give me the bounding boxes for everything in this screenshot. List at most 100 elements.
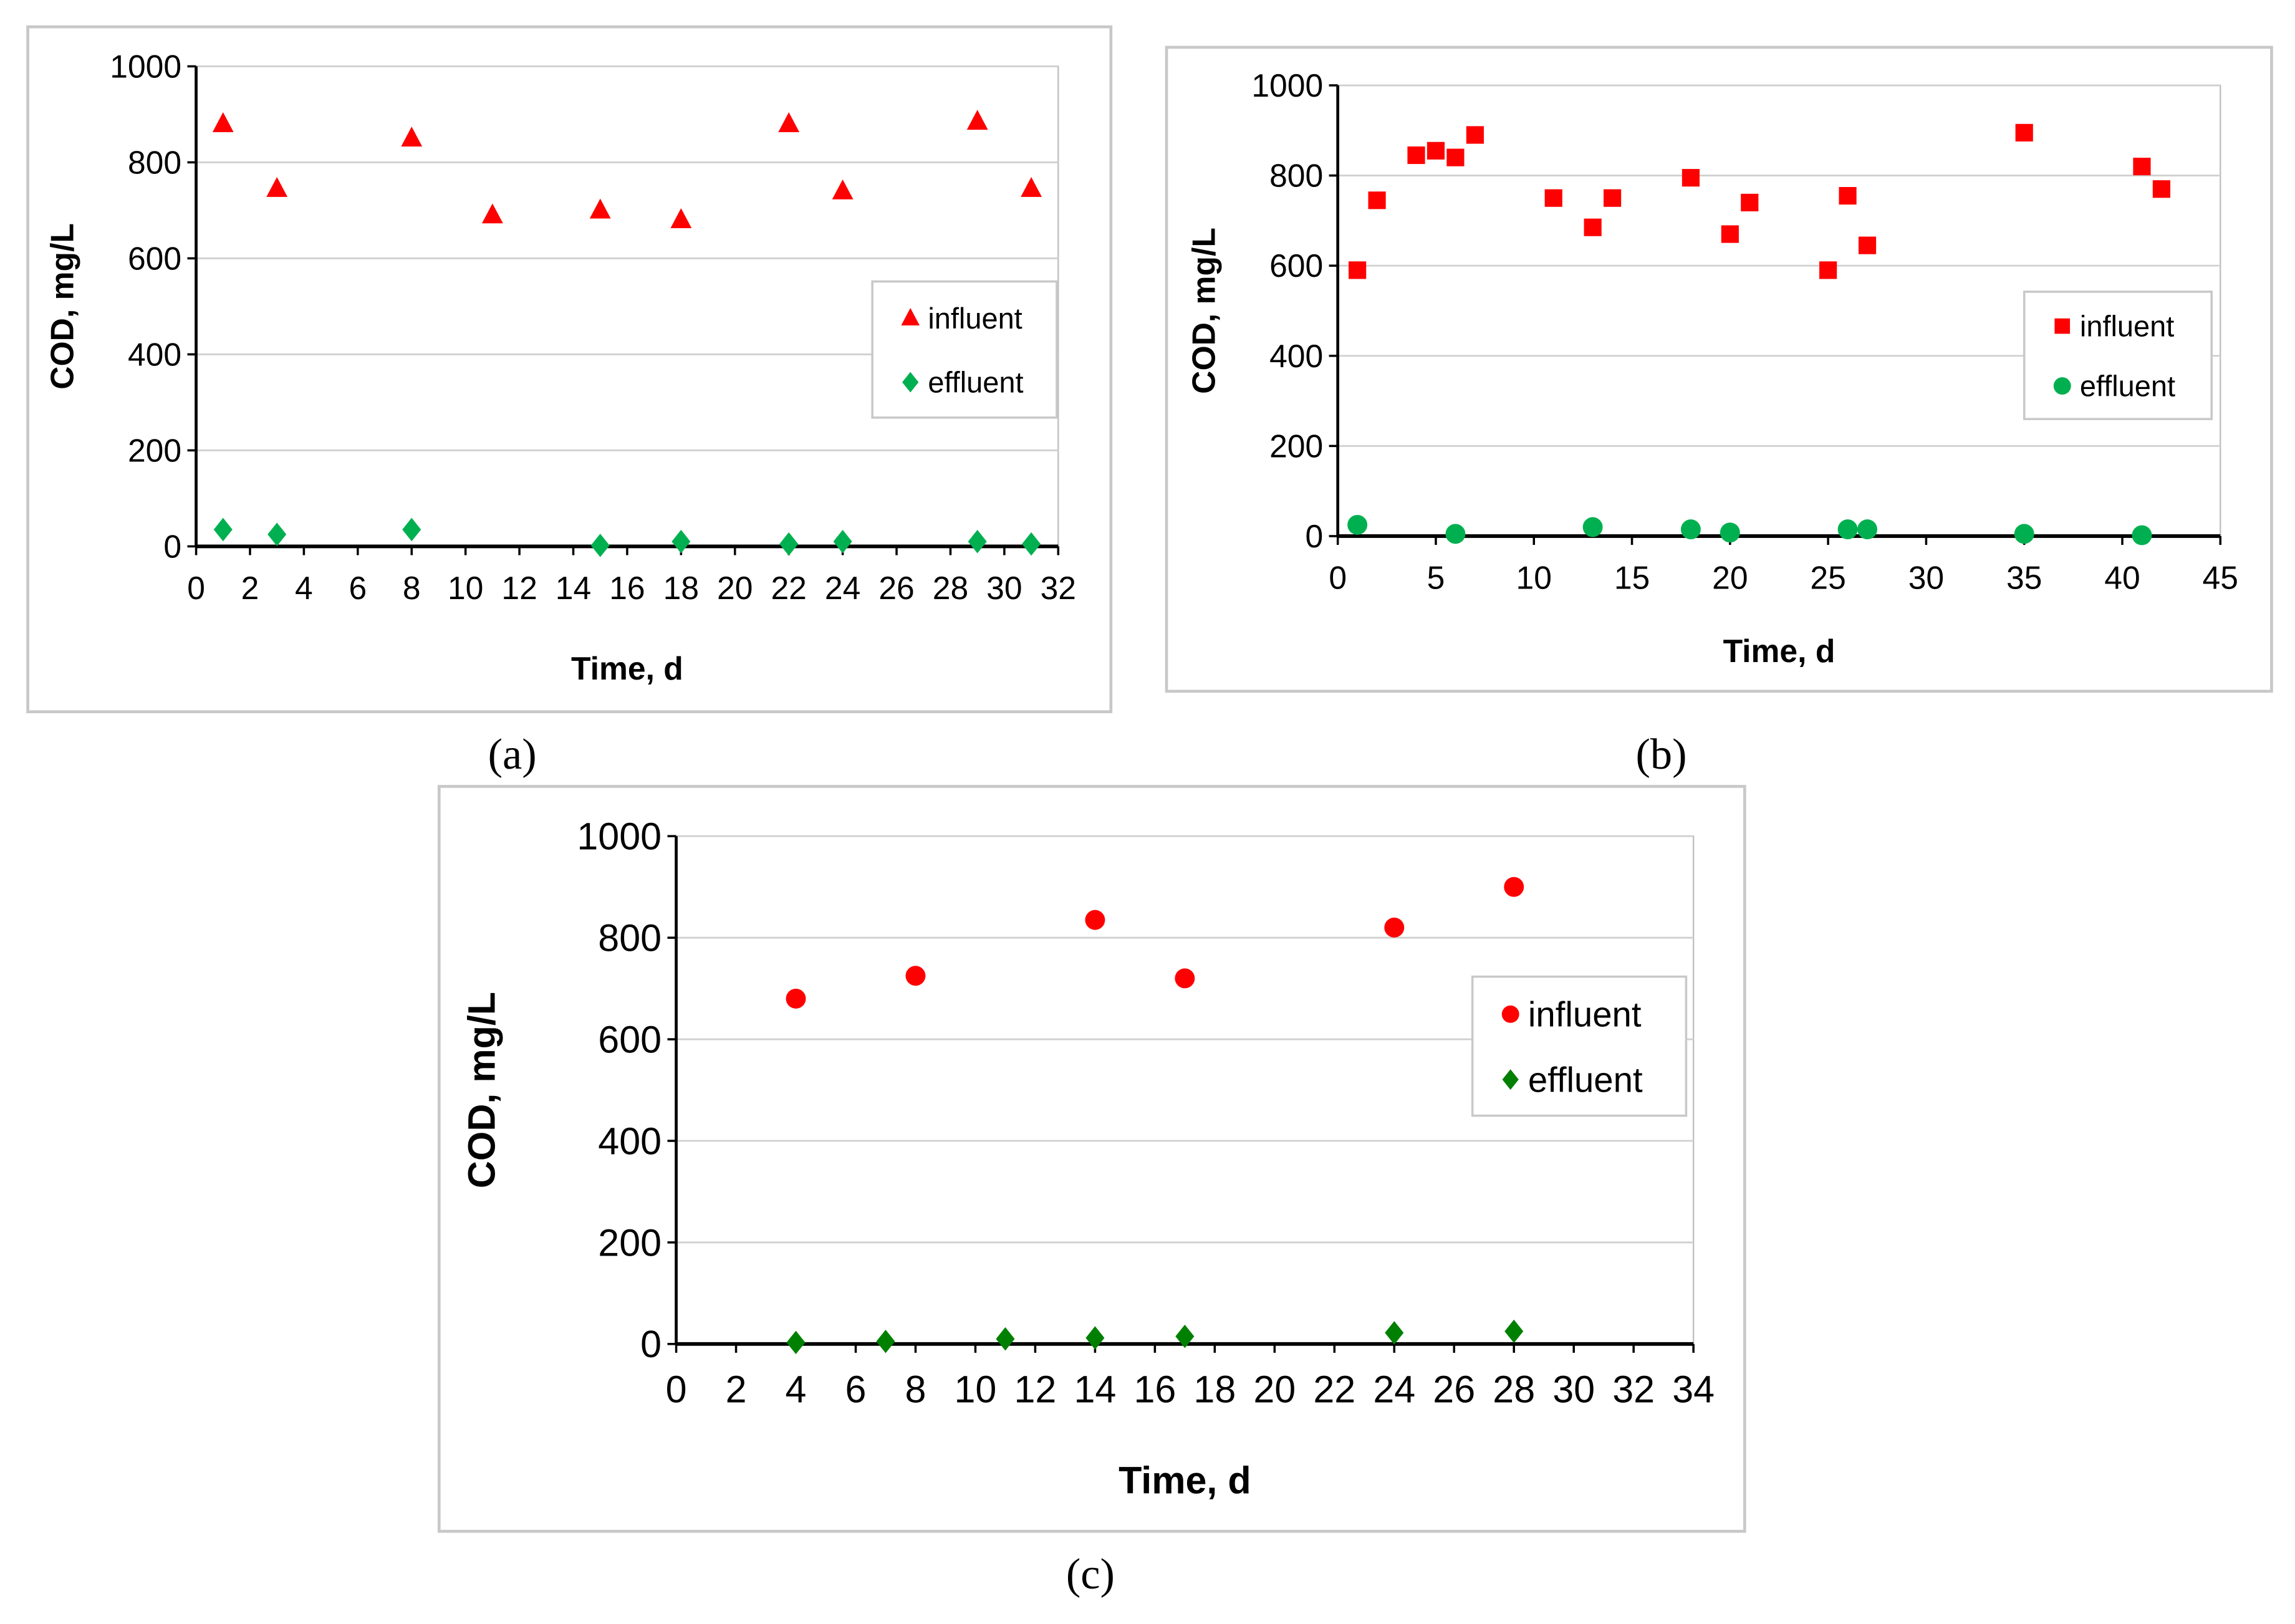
y-tick-label: 600 bbox=[128, 240, 181, 276]
y-tick-label: 0 bbox=[163, 528, 181, 564]
x-tick-label: 30 bbox=[1552, 1368, 1595, 1411]
data-point bbox=[1407, 146, 1425, 165]
data-point bbox=[2152, 180, 2170, 198]
legend: influent effluent bbox=[871, 280, 1058, 419]
data-point bbox=[1349, 261, 1367, 279]
data-point bbox=[1839, 186, 1857, 205]
x-tick-label: 32 bbox=[1041, 570, 1076, 606]
x-tick-label: 35 bbox=[2006, 559, 2042, 595]
series-influent bbox=[786, 877, 1524, 1009]
data-point bbox=[1347, 514, 1368, 535]
data-point bbox=[1446, 148, 1465, 166]
x-tick-label: 6 bbox=[349, 570, 367, 606]
legend: influent effluent bbox=[1471, 975, 1688, 1117]
panel-label: (a) bbox=[488, 730, 537, 779]
x-tick-label: 12 bbox=[501, 570, 537, 606]
x-tick-label: 8 bbox=[905, 1368, 926, 1411]
x-tick-label: 30 bbox=[1908, 559, 1944, 595]
data-point bbox=[996, 1327, 1015, 1351]
y-tick-label: 0 bbox=[1305, 518, 1323, 554]
legend-box bbox=[2023, 291, 2213, 420]
x-tick-label: 20 bbox=[1712, 559, 1748, 595]
x-tick-label: 22 bbox=[1313, 1368, 1355, 1411]
legend-marker bbox=[901, 308, 920, 325]
x-tick-label: 24 bbox=[1373, 1368, 1415, 1411]
x-tick-label: 26 bbox=[878, 570, 914, 606]
data-point bbox=[212, 112, 234, 132]
y-tick-label: 800 bbox=[598, 917, 662, 959]
data-point bbox=[481, 203, 503, 224]
x-tick-label: 10 bbox=[448, 570, 483, 606]
x-axis-label: Time, d bbox=[571, 650, 683, 686]
data-point bbox=[401, 127, 423, 147]
y-tick-label: 200 bbox=[1269, 428, 1323, 464]
legend: influent effluent bbox=[2023, 291, 2213, 420]
x-tick-label: 4 bbox=[295, 570, 313, 606]
x-tick-label: 4 bbox=[786, 1368, 807, 1411]
x-tick-label: 20 bbox=[1253, 1368, 1296, 1411]
x-tick-label: 28 bbox=[1493, 1368, 1535, 1411]
data-point bbox=[1582, 517, 1603, 537]
series-influent bbox=[212, 110, 1042, 228]
x-tick-label: 40 bbox=[2104, 559, 2140, 595]
legend-box bbox=[871, 280, 1058, 419]
x-tick-label: 25 bbox=[1810, 559, 1845, 595]
data-point bbox=[905, 966, 926, 986]
legend-label: effluent bbox=[928, 365, 1023, 398]
panel-label: (b) bbox=[1635, 730, 1686, 779]
chart-b: 0 200 400 600 800 1000 0 5 10 15 20 25 30 35 40 45 Time,… bbox=[1165, 46, 2273, 693]
data-point bbox=[968, 529, 987, 554]
x-tick-label: 28 bbox=[933, 570, 968, 606]
data-point bbox=[1085, 1326, 1105, 1350]
data-point bbox=[1368, 191, 1386, 209]
data-point bbox=[1741, 193, 1759, 212]
data-point bbox=[266, 176, 288, 197]
data-point bbox=[1584, 218, 1602, 236]
legend-marker bbox=[2053, 377, 2071, 395]
y-tick-label: 0 bbox=[640, 1323, 662, 1365]
x-tick-label: 6 bbox=[845, 1368, 867, 1411]
y-tick-label: 400 bbox=[598, 1120, 662, 1162]
x-tick-label: 0 bbox=[187, 570, 205, 606]
series-effluent bbox=[1347, 514, 2152, 545]
legend-marker bbox=[1502, 1069, 1519, 1090]
x-tick-label: 34 bbox=[1672, 1368, 1715, 1411]
data-point bbox=[1021, 176, 1042, 197]
x-tick-label: 14 bbox=[556, 570, 591, 606]
y-tick-label: 200 bbox=[598, 1221, 662, 1264]
data-point bbox=[1544, 189, 1562, 207]
legend-label: influent bbox=[1528, 995, 1642, 1034]
x-tick-label: 18 bbox=[1193, 1368, 1236, 1411]
data-point bbox=[786, 1330, 806, 1355]
y-tick-label: 200 bbox=[128, 432, 181, 468]
y-tick-label: 400 bbox=[1269, 338, 1323, 374]
data-point bbox=[966, 110, 988, 130]
data-point bbox=[1466, 126, 1484, 144]
x-tick-label: 5 bbox=[1427, 559, 1445, 595]
data-point bbox=[1445, 524, 1466, 544]
x-tick-label: 2 bbox=[241, 570, 259, 606]
x-tick-label: 0 bbox=[666, 1368, 687, 1411]
x-tick-label: 45 bbox=[2203, 559, 2238, 595]
data-point bbox=[2132, 525, 2152, 545]
x-tick-label: 0 bbox=[1329, 559, 1347, 595]
data-point bbox=[1720, 522, 1740, 543]
y-tick-label: 600 bbox=[598, 1018, 662, 1060]
x-axis-label: Time, d bbox=[1119, 1459, 1251, 1501]
data-point bbox=[671, 529, 691, 554]
data-point bbox=[1680, 519, 1701, 540]
legend-label: influent bbox=[928, 302, 1022, 335]
data-point bbox=[590, 534, 610, 557]
x-tick-label: 22 bbox=[771, 570, 806, 606]
data-point bbox=[779, 532, 799, 556]
x-tick-label: 2 bbox=[726, 1368, 747, 1411]
data-point bbox=[1604, 189, 1622, 207]
data-point bbox=[1682, 169, 1700, 187]
data-point bbox=[2014, 524, 2034, 544]
series-influent bbox=[1349, 123, 2170, 279]
data-point bbox=[1819, 261, 1837, 279]
legend-label: effluent bbox=[2080, 370, 2175, 403]
